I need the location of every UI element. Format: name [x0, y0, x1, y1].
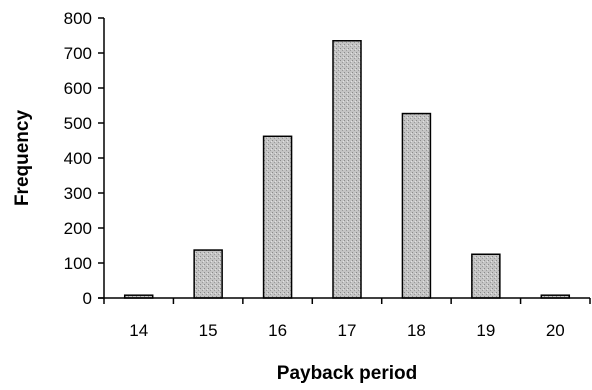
- y-tick-label: 800: [64, 9, 92, 28]
- y-tick-label: 300: [64, 184, 92, 203]
- x-tick-label: 14: [129, 321, 148, 340]
- x-axis-ticks: 14 15 16 17 18 19 20: [103, 298, 591, 340]
- y-tick-label: 700: [64, 44, 92, 63]
- x-tick-label: 20: [546, 321, 565, 340]
- y-tick-label: 0: [83, 289, 92, 308]
- bar-15: [193, 249, 223, 299]
- y-tick-label: 200: [64, 219, 92, 238]
- bar-17: [332, 40, 362, 299]
- y-axis-ticks: 0 100 200 300 400 500 600 700 800: [64, 9, 104, 308]
- y-axis-title: Frequency: [12, 110, 33, 207]
- x-tick-label: 16: [268, 321, 287, 340]
- bar-16: [262, 135, 293, 299]
- y-tick-label: 500: [64, 114, 92, 133]
- bar-18: [401, 112, 432, 299]
- x-tick-label: 17: [338, 321, 357, 340]
- bar-19: [471, 253, 501, 299]
- y-tick-label: 100: [64, 254, 92, 273]
- x-axis-title: Payback period: [277, 363, 417, 384]
- y-tick-label: 600: [64, 79, 92, 98]
- x-tick-label: 19: [476, 321, 495, 340]
- y-tick-label: 400: [64, 149, 92, 168]
- bars: [123, 40, 571, 299]
- x-tick-label: 15: [199, 321, 218, 340]
- x-tick-label: 18: [407, 321, 426, 340]
